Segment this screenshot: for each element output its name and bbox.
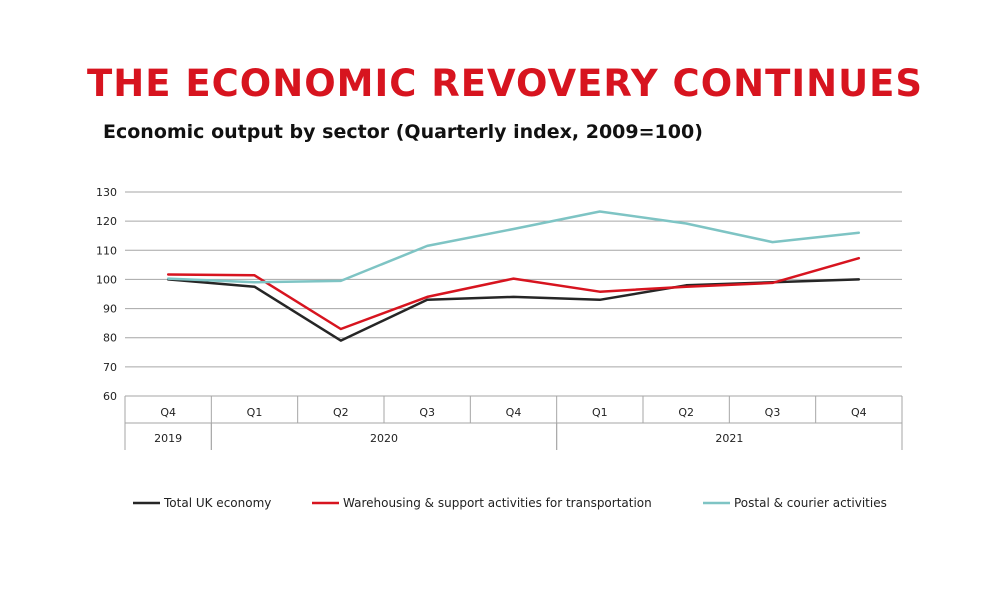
headline: THE ECONOMIC REVOVERY CONTINUES: [87, 62, 924, 105]
x-tick-label: Q3: [419, 406, 435, 419]
x-tick-label: Q2: [333, 406, 349, 419]
chart-title: Economic output by sector (Quarterly ind…: [103, 121, 703, 143]
legend: Total UK economy Warehousing & support ac…: [133, 496, 887, 510]
year-label: 2019: [154, 432, 182, 445]
series-line-2: [166, 256, 861, 331]
x-tick-label: Q4: [160, 406, 176, 419]
y-tick-label: 110: [96, 244, 117, 257]
y-tick-label: 120: [96, 215, 117, 228]
y-tick-label: 80: [103, 332, 117, 345]
y-tick-label: 130: [96, 186, 117, 199]
legend-label: Warehousing & support activities for tra…: [343, 496, 652, 510]
x-tick-label: Q4: [506, 406, 522, 419]
series-line-3: [166, 210, 861, 284]
year-label: 2020: [370, 432, 398, 445]
y-tick-label: 70: [103, 361, 117, 374]
x-tick-label: Q2: [678, 406, 694, 419]
x-tick-label: Q4: [851, 406, 867, 419]
x-tick-label: Q1: [592, 406, 608, 419]
axes: 60 70 80 90 100 110 120 130 Q4 Q1 Q2 Q3 Q4 Q1 Q2 Q3 Q4 20…: [96, 186, 903, 450]
legend-entry-3: Postal & courier activities: [703, 496, 887, 510]
y-tick-label: 60: [103, 390, 117, 403]
series-lines: [166, 210, 861, 342]
legend-label: Total UK economy: [163, 496, 271, 510]
legend-entry-1: Total UK economy: [133, 496, 271, 510]
series-line-1: [166, 278, 861, 342]
legend-label: Postal & courier activities: [734, 496, 887, 510]
x-tick-label: Q3: [765, 406, 781, 419]
legend-entry-2: Warehousing & support activities for tra…: [312, 496, 652, 510]
year-label: 2021: [715, 432, 743, 445]
y-tick-label: 90: [103, 303, 117, 316]
x-tick-label: Q1: [247, 406, 263, 419]
gridlines: [125, 191, 902, 397]
y-tick-label: 100: [96, 273, 117, 286]
